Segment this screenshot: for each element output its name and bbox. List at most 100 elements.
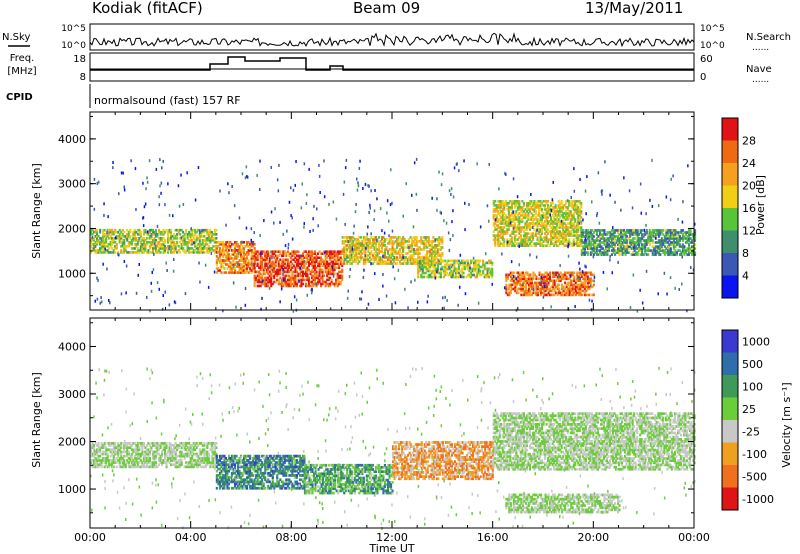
heatmap-cell bbox=[224, 259, 227, 262]
heatmap-cell bbox=[108, 299, 110, 302]
heatmap-cell bbox=[347, 236, 350, 239]
heatmap-cell bbox=[106, 228, 109, 232]
heatmap-cell bbox=[444, 267, 447, 271]
heatmap-cell bbox=[133, 247, 136, 250]
heatmap-cell bbox=[270, 264, 273, 268]
heatmap-cell bbox=[298, 284, 301, 288]
heatmap-cell bbox=[394, 240, 397, 243]
heatmap-cell bbox=[414, 242, 417, 245]
heatmap-cell bbox=[522, 202, 525, 205]
heatmap-cell bbox=[307, 284, 310, 288]
heatmap-cell bbox=[234, 257, 237, 260]
heatmap-cell bbox=[99, 247, 102, 250]
heatmap-cell bbox=[218, 249, 221, 252]
heatmap-cell bbox=[402, 250, 405, 253]
heatmap-cell bbox=[106, 249, 109, 252]
heatmap-cell bbox=[229, 263, 232, 266]
heatmap-cell bbox=[489, 267, 492, 271]
heatmap-cell bbox=[368, 240, 371, 243]
heatmap-cell bbox=[341, 240, 344, 243]
heatmap-cell bbox=[527, 232, 530, 235]
heatmap-cell bbox=[417, 250, 420, 253]
heatmap-cell bbox=[503, 216, 506, 219]
heatmap-cell bbox=[456, 259, 459, 263]
heatmap-cell bbox=[218, 255, 221, 258]
heatmap-cell bbox=[341, 278, 344, 282]
heatmap-cell bbox=[162, 237, 165, 240]
heatmap-cell bbox=[601, 192, 603, 196]
heatmap-cell bbox=[474, 263, 477, 267]
heatmap-cell bbox=[261, 260, 264, 264]
heatmap-cell bbox=[115, 235, 118, 238]
heatmap-cell bbox=[333, 254, 336, 258]
heatmap-cell bbox=[314, 256, 317, 260]
heatmap-cell bbox=[297, 264, 300, 268]
heatmap-cell bbox=[383, 256, 386, 259]
heatmap-cell bbox=[297, 274, 300, 278]
heatmap-cell bbox=[139, 249, 142, 252]
heatmap-cell bbox=[133, 233, 136, 236]
heatmap-cell bbox=[482, 259, 485, 263]
heatmap-cell bbox=[405, 256, 408, 259]
heatmap-cell bbox=[126, 251, 129, 254]
heatmap-cell bbox=[314, 278, 317, 282]
heatmap-cell bbox=[274, 262, 277, 266]
heatmap-cell bbox=[138, 263, 140, 266]
heatmap-cell bbox=[540, 280, 543, 284]
heatmap-cell bbox=[171, 241, 174, 244]
heatmap-cell bbox=[99, 249, 102, 252]
heatmap-cell bbox=[158, 195, 160, 199]
heatmap-cell bbox=[295, 266, 298, 270]
heatmap-cell bbox=[383, 244, 386, 247]
heatmap-cell bbox=[433, 256, 436, 259]
heatmap-cell bbox=[223, 271, 226, 274]
heatmap-cell bbox=[227, 245, 230, 248]
heatmap-cell bbox=[167, 239, 170, 242]
heatmap-cell bbox=[321, 282, 324, 286]
heatmap-cell bbox=[472, 256, 475, 260]
heatmap-cell bbox=[510, 260, 513, 264]
heatmap-cell bbox=[491, 263, 494, 267]
heatmap-cell bbox=[420, 242, 423, 245]
heatmap-cell bbox=[366, 232, 368, 236]
heatmap-cell bbox=[141, 239, 144, 242]
heatmap-cell bbox=[234, 249, 237, 252]
heatmap-cell bbox=[261, 276, 264, 280]
heatmap-cell bbox=[492, 210, 495, 213]
heatmap-cell bbox=[298, 279, 300, 283]
heatmap-cell bbox=[663, 271, 666, 275]
heatmap-cell bbox=[138, 249, 141, 252]
heatmap-cell bbox=[207, 237, 210, 240]
heatmap-cell bbox=[294, 284, 297, 288]
heatmap-cell bbox=[320, 282, 323, 286]
heatmap-cell bbox=[182, 237, 185, 240]
heatmap-cell bbox=[294, 278, 297, 282]
heatmap-cell bbox=[396, 258, 399, 261]
station-title: Kodiak (fitACF) bbox=[92, 0, 203, 17]
heatmap-cell bbox=[379, 260, 382, 263]
heatmap-cell bbox=[235, 255, 238, 258]
heatmap-cell bbox=[361, 242, 364, 245]
heatmap-cell bbox=[151, 230, 154, 234]
heatmap-cell bbox=[304, 284, 307, 288]
heatmap-cell bbox=[253, 252, 256, 255]
heatmap-cell bbox=[286, 274, 289, 278]
heatmap-cell bbox=[454, 275, 457, 279]
heatmap-cell bbox=[304, 268, 307, 272]
heatmap-cell bbox=[109, 245, 112, 248]
heatmap-cell bbox=[430, 242, 433, 245]
heatmap-cell bbox=[130, 243, 133, 246]
heatmap-cell bbox=[448, 248, 451, 252]
heatmap-cell bbox=[393, 256, 395, 259]
heatmap-cell bbox=[430, 258, 433, 261]
heatmap-cell bbox=[433, 267, 436, 271]
heatmap-cell bbox=[485, 275, 488, 279]
heatmap-cell bbox=[423, 261, 426, 265]
heatmap-cell bbox=[356, 246, 359, 249]
heatmap-cell bbox=[396, 256, 399, 259]
heatmap-cell bbox=[390, 254, 393, 257]
heatmap-cell bbox=[227, 182, 229, 186]
heatmap-cell bbox=[329, 282, 332, 286]
heatmap-cell bbox=[252, 255, 255, 258]
heatmap-cell bbox=[503, 244, 506, 247]
